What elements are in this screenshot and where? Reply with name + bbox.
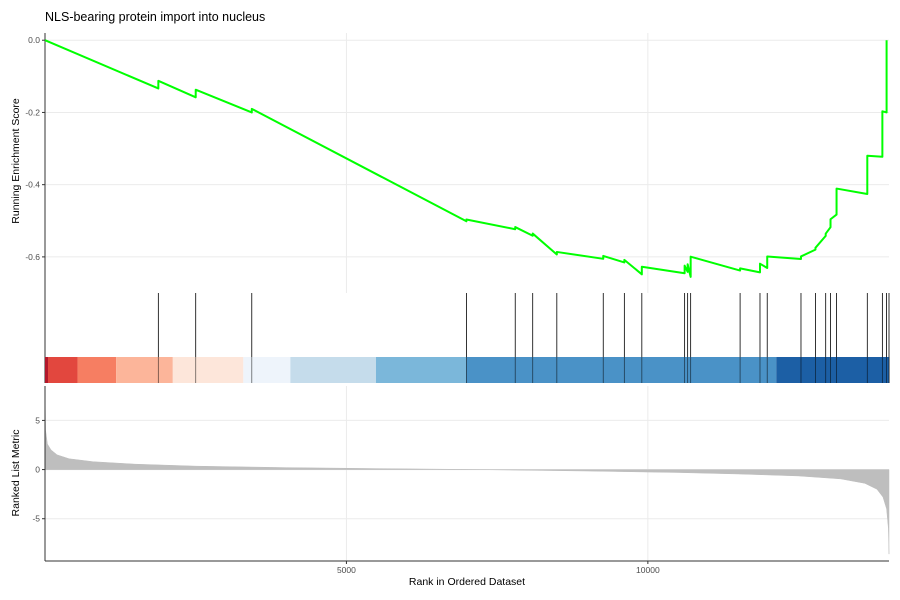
color-band-segment [77,357,117,383]
y-tick-label-top: 0.0 [28,35,40,45]
color-band-segment [172,357,244,383]
running-es-line [44,39,888,278]
color-band-segment [776,357,889,383]
color-band-segment [290,357,376,383]
color-band-segment [243,357,291,383]
color-band-segment [48,357,78,383]
es-panel: 0.0 -0.2 -0.4 -0.6 [25,33,888,293]
ranked-metric-area [44,388,890,555]
color-band-segment [375,357,467,383]
y-tick-label-bottom: -5 [32,514,40,524]
y-tick-label-bottom: 5 [35,415,40,425]
y-axis-title-bottom: Ranked List Metric [10,430,22,517]
chart-title: NLS-bearing protein import into nucleus [45,10,265,24]
x-axis-title: Rank in Ordered Dataset [409,576,525,588]
color-band-segment [466,357,777,383]
y-tick-label-top: -0.6 [25,252,40,262]
y-tick-label-top: -0.4 [25,180,40,190]
color-band-segment [45,357,49,383]
y-tick-label-bottom: 0 [35,465,40,475]
color-band-segment [116,357,173,383]
metric-panel: 5 0 -5 5000 10000 [32,386,890,575]
es-panel-grid [45,33,889,293]
y-tick-label-top: -0.2 [25,107,40,117]
x-tick-label: 5000 [337,565,356,575]
x-tick-label: 10000 [636,565,660,575]
color-band-panel [45,357,890,383]
y-axis-title-top: Running Enrichment Score [10,98,22,224]
